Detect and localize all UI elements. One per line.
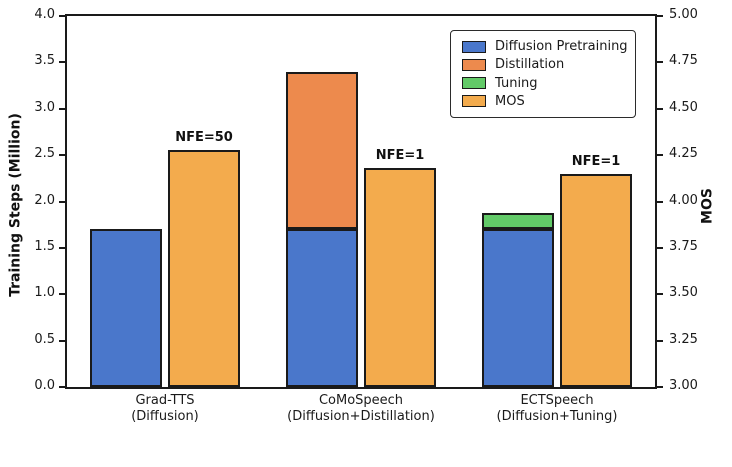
right-y-tick — [657, 200, 663, 203]
legend-swatch — [462, 40, 486, 53]
left-y-tick — [59, 61, 65, 64]
right-y-tick-label: 3.50 — [669, 285, 698, 301]
left-y-tick-label: 2.5 — [34, 146, 55, 162]
x-tick-label: ECTSpeech (Diffusion+Tuning) — [447, 393, 667, 425]
left-y-tick — [59, 107, 65, 110]
left-y-tick — [59, 386, 65, 388]
right-y-tick — [657, 61, 663, 64]
right-y-tick-label: 4.50 — [669, 99, 698, 115]
training-bar-segment — [286, 229, 358, 387]
left-y-tick — [59, 293, 65, 296]
left-y-tick — [59, 154, 65, 157]
legend: Diffusion Pretraining Distillation Tuning M… — [450, 30, 636, 118]
left-y-tick-label: 3.0 — [34, 99, 55, 115]
training-bar-segment — [482, 229, 554, 387]
legend-item: Tuning — [462, 76, 624, 91]
right-y-tick — [657, 15, 663, 17]
left-y-tick-label: 1.0 — [34, 285, 55, 301]
left-y-tick-label: 2.0 — [34, 192, 55, 208]
x-tick-label-line2: (Diffusion+Distillation) — [287, 409, 435, 424]
right-y-tick-label: 4.00 — [669, 192, 698, 208]
left-y-tick-label: 0.0 — [34, 378, 55, 393]
legend-swatch — [462, 58, 486, 71]
left-axis-title: Training Steps (Million) — [7, 113, 24, 297]
training-bar-segment — [482, 212, 554, 230]
nfe-annotation: NFE=1 — [375, 148, 425, 164]
x-tick-label: Grad-TTS (Diffusion) — [55, 393, 275, 425]
right-y-tick-label: 3.75 — [669, 238, 698, 254]
x-tick-label-line1: ECTSpeech — [520, 393, 594, 408]
right-y-tick — [657, 107, 663, 110]
training-bar-segment — [286, 71, 358, 230]
left-y-tick — [59, 15, 65, 17]
right-y-tick-label: 4.25 — [669, 146, 698, 162]
left-y-tick — [59, 339, 65, 342]
right-y-tick — [657, 246, 663, 249]
right-axis-title: MOS — [699, 188, 716, 224]
right-y-tick — [657, 154, 663, 157]
right-y-tick — [657, 339, 663, 342]
legend-label: Diffusion Pretraining — [495, 39, 628, 54]
left-y-tick-label: 0.5 — [34, 331, 55, 347]
training-bar-segment — [90, 229, 162, 387]
nfe-annotation: NFE=1 — [571, 153, 621, 169]
x-tick-label: CoMoSpeech (Diffusion+Distillation) — [251, 393, 471, 425]
left-y-tick-label: 1.5 — [34, 238, 55, 254]
mos-bar — [364, 168, 436, 387]
right-y-tick — [657, 386, 663, 388]
right-y-tick-label: 4.75 — [669, 53, 698, 69]
legend-label: Distillation — [495, 57, 565, 73]
x-tick-label-line1: CoMoSpeech — [318, 393, 404, 408]
right-y-tick-label: 3.25 — [669, 331, 698, 347]
left-y-tick-label: 3.5 — [34, 53, 55, 69]
right-y-tick-label: 5.00 — [669, 7, 698, 22]
mos-bar — [168, 149, 240, 387]
right-y-tick — [657, 293, 663, 296]
legend-label: Tuning — [495, 75, 538, 91]
legend-item: MOS — [462, 94, 624, 109]
x-tick-label-line2: (Diffusion) — [131, 409, 199, 424]
legend-label: MOS — [495, 93, 525, 109]
legend-item: Distillation — [462, 57, 624, 72]
right-y-tick-label: 3.00 — [669, 378, 698, 393]
legend-item: Diffusion Pretraining — [462, 39, 628, 54]
legend-swatch — [462, 77, 486, 90]
legend-swatch — [462, 95, 486, 108]
x-tick-label-line2: (Diffusion+Tuning) — [496, 409, 618, 424]
x-tick-label-line1: Grad-TTS — [135, 393, 195, 408]
left-y-tick — [59, 246, 65, 249]
mos-bar — [560, 173, 632, 387]
nfe-annotation: NFE=50 — [175, 129, 233, 145]
left-y-tick-label: 4.0 — [34, 7, 55, 22]
left-y-tick — [59, 200, 65, 203]
